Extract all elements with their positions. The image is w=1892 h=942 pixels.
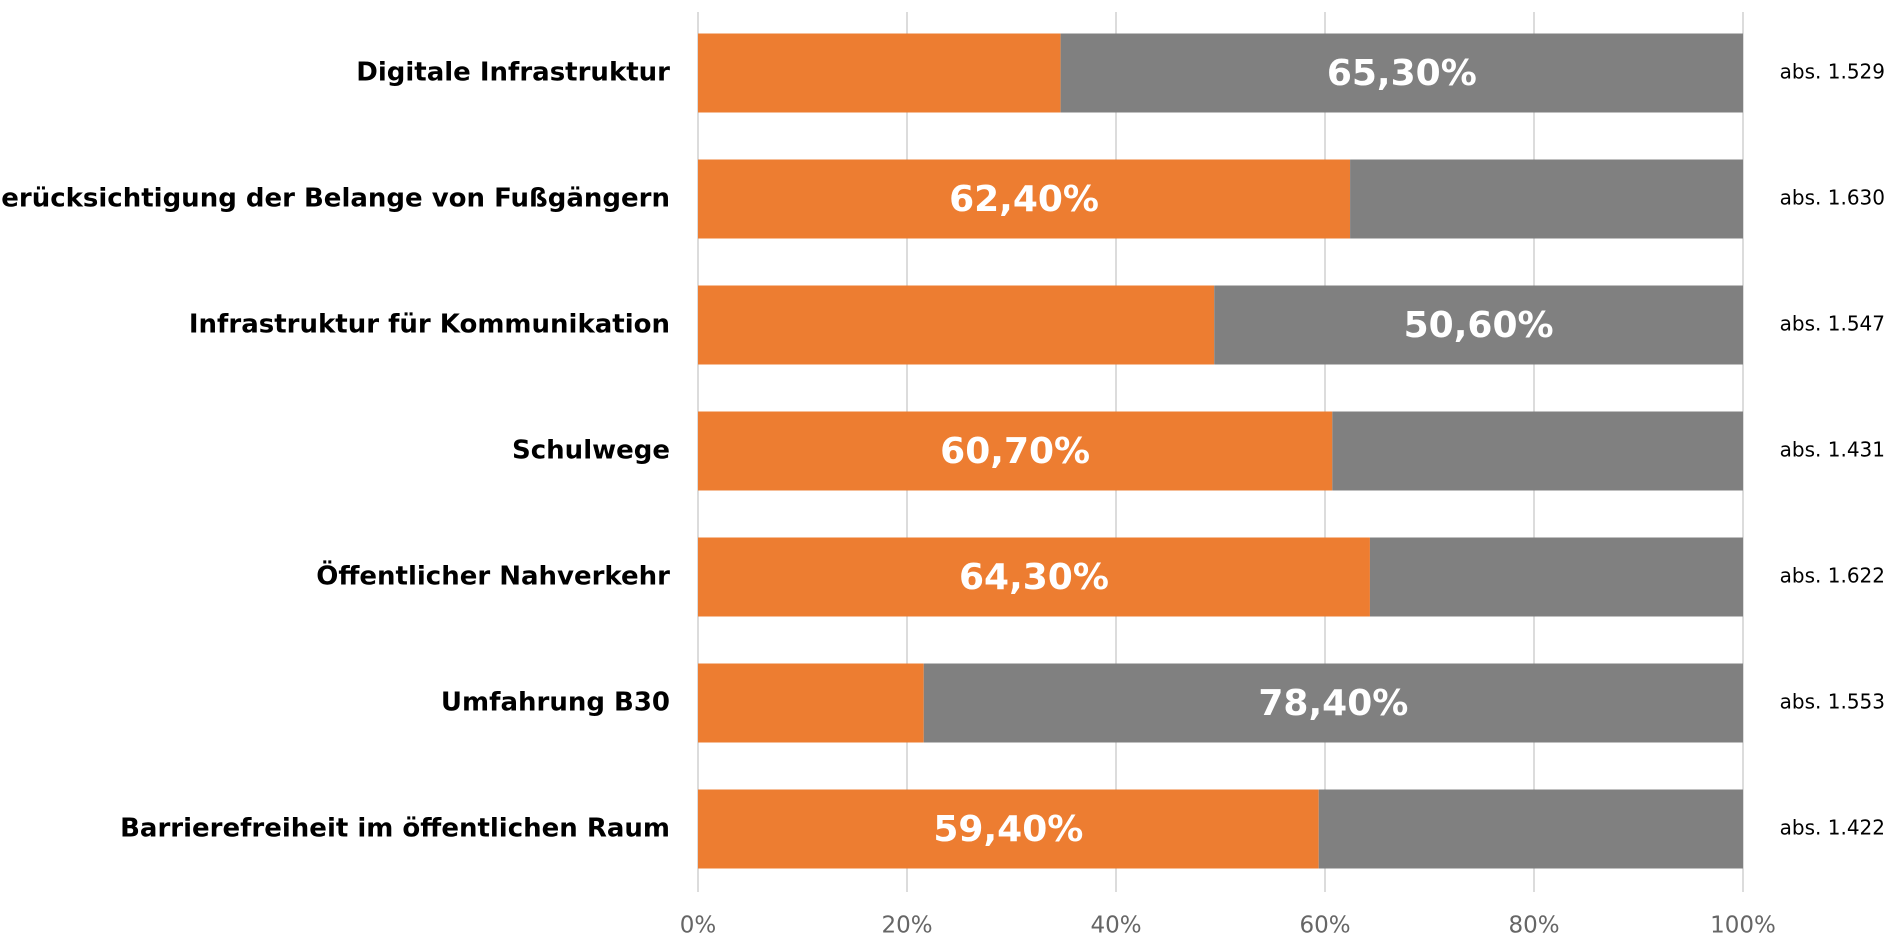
row-annotation: abs. 1.622 — [1780, 564, 1885, 588]
x-tick-label: 80% — [1508, 913, 1559, 939]
category-label: Schulwege — [512, 436, 670, 466]
row-annotation: abs. 1.529 — [1780, 60, 1885, 84]
value-label: 59,40% — [933, 809, 1083, 850]
row-annotation: abs. 1.431 — [1780, 438, 1885, 462]
x-tick-label: 60% — [1299, 913, 1350, 939]
value-label: 62,40% — [949, 179, 1099, 220]
x-tick-label: 20% — [881, 913, 932, 939]
bar-segment — [698, 411, 1333, 491]
row-annotation: abs. 1.630 — [1780, 186, 1885, 210]
row-annotation: abs. 1.553 — [1780, 690, 1885, 714]
bar-segment — [698, 663, 924, 743]
bar-segment — [923, 663, 1743, 743]
row-annotation: abs. 1.422 — [1780, 816, 1885, 840]
bar-segment — [698, 33, 1061, 113]
bar-segment — [1318, 789, 1743, 869]
x-tick-label: 100% — [1710, 913, 1776, 939]
category-label: Umfahrung B30 — [441, 688, 670, 718]
value-label: 65,30% — [1327, 53, 1477, 94]
bar-segment — [698, 159, 1351, 239]
value-label: 78,40% — [1258, 683, 1408, 724]
bar-segment — [1214, 285, 1743, 365]
x-tick-label: 40% — [1090, 913, 1141, 939]
bar-segment — [1350, 159, 1743, 239]
category-label: Infrastruktur für Kommunikation — [189, 310, 670, 340]
category-label: Berücksichtigung der Belange von Fußgäng… — [0, 184, 670, 214]
category-label: Öffentlicher Nahverkehr — [316, 559, 670, 592]
bar-segment — [1060, 33, 1743, 113]
value-label: 64,30% — [959, 557, 1109, 598]
bar-segment — [698, 537, 1370, 617]
category-label: Digitale Infrastruktur — [356, 58, 670, 88]
x-tick-label: 0% — [680, 913, 717, 939]
row-annotation: abs. 1.547 — [1780, 312, 1885, 336]
value-label: 50,60% — [1404, 305, 1554, 346]
bar-segment — [698, 789, 1319, 869]
bar-segment — [1369, 537, 1743, 617]
bar-segment — [698, 285, 1215, 365]
category-label: Barrierefreiheit im öffentlichen Raum — [120, 814, 670, 844]
bar-segment — [1332, 411, 1743, 491]
value-label: 60,70% — [940, 431, 1090, 472]
